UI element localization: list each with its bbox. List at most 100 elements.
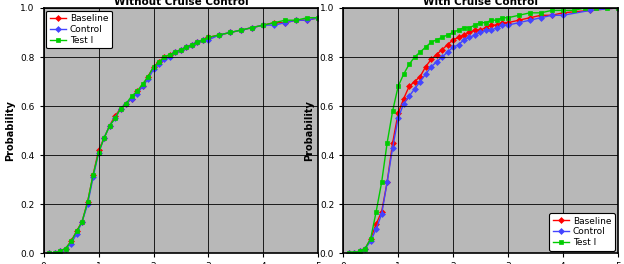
Baseline [183,46,190,49]
Control [155,63,163,66]
Control [416,80,424,83]
Baseline [111,114,119,117]
Control [471,33,479,36]
Control [488,29,495,32]
Baseline [493,23,500,27]
Baseline [199,38,207,41]
Test I [293,19,300,22]
Control [271,23,278,27]
Baseline [248,26,256,29]
Y-axis label: Probability: Probability [5,100,15,161]
Control [361,247,369,250]
Control [345,252,353,255]
Control [67,242,75,245]
Control [62,247,69,250]
Baseline [238,29,245,32]
Control [293,19,300,22]
Test I [444,33,451,36]
Test I [193,41,201,44]
Control [444,50,451,54]
Control [314,16,322,19]
Test I [351,252,358,255]
Baseline [378,210,386,213]
Test I [482,21,490,24]
Legend: Baseline, Control, Test I: Baseline, Control, Test I [550,213,615,251]
Test I [383,142,391,145]
Baseline [188,43,196,46]
Test I [416,50,424,54]
Control [449,46,457,49]
Test I [150,65,157,68]
Baseline [193,41,201,44]
Baseline [314,16,322,19]
Test I [548,9,555,12]
Control [482,29,490,32]
Line: Baseline: Baseline [47,16,320,256]
Control [128,97,135,100]
Baseline [271,21,278,24]
Control [248,26,256,29]
Baseline [444,43,451,46]
Control [122,102,130,105]
Test I [122,102,130,105]
Baseline [411,80,418,83]
Control [89,176,97,179]
Test I [79,220,86,223]
Test I [356,249,363,253]
Control [422,73,429,76]
Baseline [504,21,512,24]
Control [394,117,402,120]
Baseline [422,65,429,68]
Control [117,107,124,110]
Control [466,36,473,39]
Test I [537,11,545,15]
Control [95,151,102,154]
Baseline [134,90,141,93]
Test I [422,46,429,49]
Control [100,136,108,140]
Baseline [89,173,97,176]
Baseline [433,53,441,56]
Test I [144,75,152,78]
Control [238,29,245,32]
Control [433,60,441,64]
Baseline [84,200,91,204]
Test I [303,16,311,19]
Test I [95,151,102,154]
Test I [455,29,462,32]
Control [111,117,119,120]
Baseline [482,26,490,29]
Test I [46,252,53,255]
Control [139,85,146,88]
Test I [559,9,567,12]
Baseline [260,23,267,27]
Baseline [51,252,59,255]
Baseline [281,21,289,24]
Control [373,227,380,230]
Baseline [455,36,462,39]
Baseline [548,14,555,17]
Control [303,19,311,22]
Control [227,31,234,34]
Control [526,19,534,22]
Test I [166,53,173,56]
Line: Test I: Test I [47,16,320,256]
Control [260,23,267,27]
Test I [488,19,495,22]
Test I [493,19,500,22]
Control [537,16,545,19]
Title: Following Interval at Lead-Vehicle Cut-In CPD
With Cruise Control: Following Interval at Lead-Vehicle Cut-I… [347,0,614,7]
Baseline [117,107,124,110]
Control [367,240,374,243]
Test I [394,85,402,88]
Control [73,232,80,235]
Control [84,203,91,206]
Test I [73,230,80,233]
Baseline [150,65,157,68]
Test I [466,26,473,29]
Baseline [139,85,146,88]
Control [166,55,173,59]
Baseline [172,50,179,54]
Baseline [161,55,168,59]
Control [281,21,289,24]
